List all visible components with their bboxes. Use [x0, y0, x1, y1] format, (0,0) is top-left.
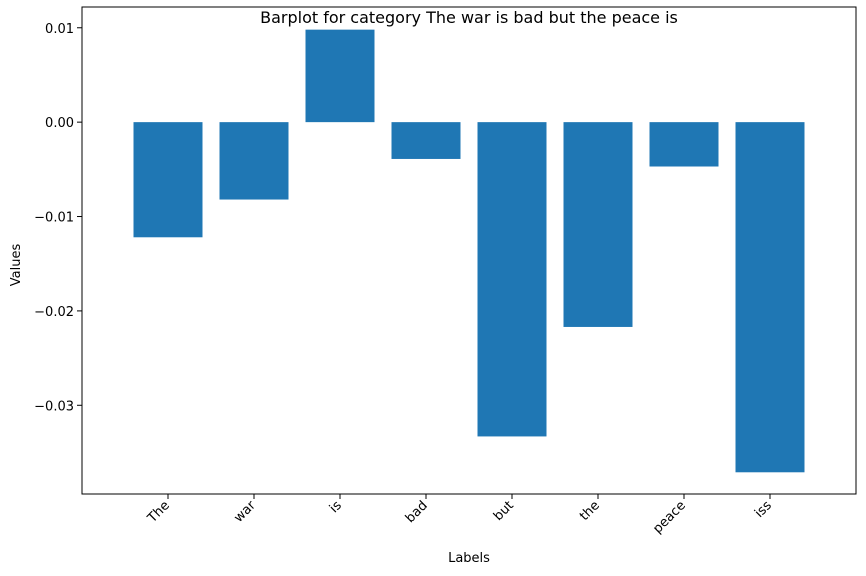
x-tick-label: war	[231, 498, 259, 526]
x-tick-label: bad	[403, 498, 431, 526]
bars-group	[133, 29, 805, 473]
bar-but	[477, 122, 547, 437]
bar-bad	[391, 122, 461, 159]
bar-war	[219, 122, 289, 200]
y-axis: 0.01 0.00 −0.01 −0.02 −0.03	[34, 22, 82, 414]
x-tick-label: peace	[650, 498, 688, 536]
chart-title: Barplot for category The war is bad but …	[260, 8, 678, 27]
x-axis-label: Labels	[448, 551, 490, 566]
bar-the	[563, 122, 633, 327]
x-tick-label: the	[577, 498, 603, 524]
y-tick-label: 0.00	[45, 116, 74, 131]
x-tick-label: but	[491, 498, 517, 524]
bar-is	[305, 29, 375, 123]
x-tick-label: is	[327, 498, 345, 516]
bar-peace	[649, 122, 719, 167]
y-tick-label: −0.03	[34, 399, 74, 414]
x-tick-label: iss	[752, 498, 775, 521]
y-tick-label: −0.02	[34, 305, 74, 320]
x-axis: The war is bad but the peace iss	[144, 494, 775, 537]
bar-iss	[735, 122, 805, 473]
y-tick-label: −0.01	[34, 211, 74, 226]
y-tick-label: 0.01	[45, 22, 74, 37]
x-tick-label: The	[144, 498, 172, 526]
bar-the	[133, 122, 203, 238]
y-axis-label: Values	[9, 244, 24, 287]
plot-frame	[81, 6, 857, 495]
